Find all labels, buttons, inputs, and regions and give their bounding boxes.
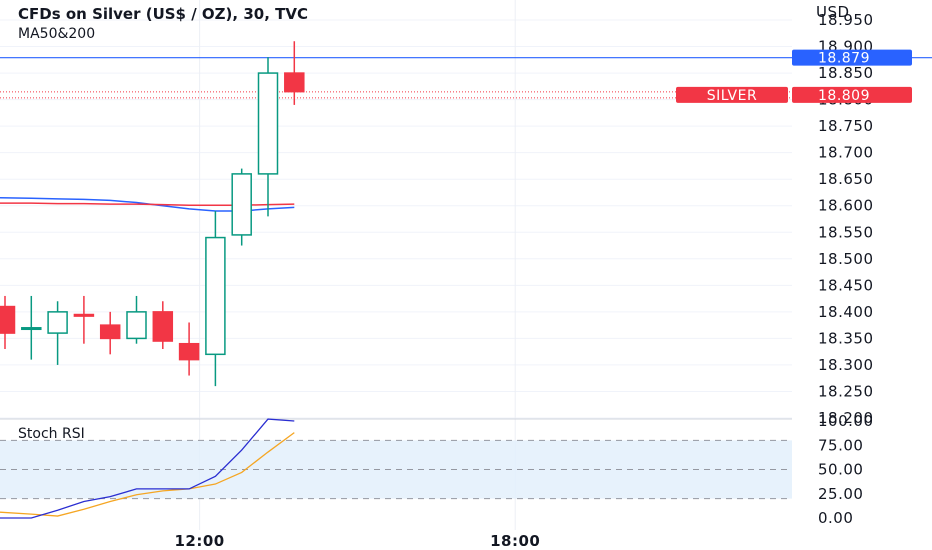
stoch-tick-label: 0.00 — [818, 509, 853, 527]
candle-body-down — [73, 313, 95, 317]
price-tags: 18.879 18.809 SILVER — [676, 49, 912, 104]
candle — [73, 295, 95, 344]
stoch-k-line — [0, 418, 295, 519]
price-tick-label: 18.550 — [818, 223, 874, 241]
stoch-tick-label: 100.00 — [818, 412, 874, 430]
candle — [257, 57, 279, 217]
stoch-tick-label: 50.00 — [818, 461, 863, 479]
price-tick-label: 18.450 — [818, 276, 874, 294]
currency-label: USD — [816, 3, 850, 21]
stoch-d-line — [0, 432, 295, 517]
candle-body-up — [126, 311, 147, 340]
stoch-rsi-title: Stoch RSI — [18, 426, 85, 442]
time-tick-label: 18:00 — [490, 532, 540, 550]
stoch-rsi-lines — [0, 418, 295, 519]
candle — [99, 311, 121, 355]
candle-body-down — [152, 311, 174, 342]
candle — [126, 295, 147, 344]
stoch-rsi-axis[interactable]: 100.00 75.00 50.00 25.00 0.00 — [818, 412, 874, 527]
chart-title: CFDs on Silver (US$ / OZ), 30, TVC — [18, 5, 308, 23]
candle-body-up — [205, 236, 226, 356]
price-tick-label: 18.300 — [818, 356, 874, 374]
candle — [47, 301, 68, 365]
symbol-tag — [676, 86, 788, 103]
price-lines — [0, 57, 932, 99]
stoch-tick-label: 25.00 — [818, 485, 863, 503]
price-tick-label: 18.350 — [818, 329, 874, 347]
last-price-tag — [792, 49, 912, 66]
candle — [0, 295, 16, 350]
price-tick-label: 18.250 — [818, 382, 874, 400]
candle — [205, 211, 226, 387]
price-tick-label: 18.950 — [818, 11, 874, 29]
stoch-tick-label: 75.00 — [818, 436, 863, 454]
silver-price-tag — [792, 86, 912, 103]
time-tick-label: 12:00 — [174, 532, 224, 550]
candle-body-down — [0, 305, 16, 334]
price-tick-label: 18.500 — [818, 250, 874, 268]
candle — [21, 295, 42, 360]
price-tick-label: 18.200 — [818, 409, 874, 427]
price-tick-label: 18.650 — [818, 170, 874, 188]
last-price-value: 18.879 — [818, 51, 870, 67]
silver-price-value: 18.809 — [818, 88, 870, 104]
price-tick-label: 18.700 — [818, 144, 874, 162]
price-axis[interactable]: 18.95018.90018.85018.80018.75018.70018.6… — [818, 11, 874, 427]
stoch-rsi-level-lines — [0, 439, 792, 500]
price-tick-label: 18.850 — [818, 64, 874, 82]
candle-body-up — [257, 72, 279, 175]
candle — [178, 322, 200, 376]
candle-body-down — [178, 342, 200, 361]
price-tick-label: 18.400 — [818, 303, 874, 321]
candle — [152, 301, 174, 350]
price-tick-label: 18.750 — [818, 117, 874, 135]
candles — [0, 41, 305, 387]
price-tick-label: 18.600 — [818, 197, 874, 215]
candle-body-down — [284, 72, 305, 93]
symbol-tag-label: SILVER — [707, 88, 757, 104]
time-axis[interactable]: 12:00 18:00 — [174, 532, 540, 550]
candle-body-up — [231, 173, 252, 236]
candle — [231, 168, 252, 246]
chart-subtitle: MA50&200 — [18, 26, 95, 42]
candle-body-up — [47, 311, 68, 334]
candle — [284, 41, 305, 105]
candle-body-down — [99, 324, 121, 340]
candle-body-up — [21, 327, 42, 331]
